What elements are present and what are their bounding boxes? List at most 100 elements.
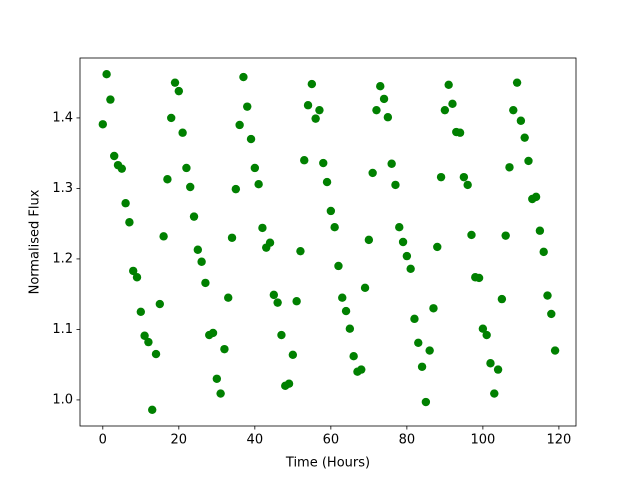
point — [414, 338, 423, 348]
y-tick-label: 1.2 — [52, 251, 73, 266]
point — [174, 86, 184, 96]
point — [212, 374, 222, 383]
point — [364, 235, 374, 245]
point — [421, 397, 431, 407]
point — [186, 182, 195, 192]
x-tick-label: 60 — [323, 433, 340, 448]
point — [159, 232, 168, 241]
point — [433, 242, 442, 252]
point — [132, 273, 142, 282]
point — [459, 172, 469, 182]
point — [235, 120, 244, 130]
point — [349, 352, 358, 361]
point — [368, 168, 377, 178]
x-tick-label: 80 — [399, 433, 416, 448]
point — [395, 222, 404, 232]
point — [140, 331, 149, 340]
point — [478, 324, 488, 333]
point — [129, 266, 138, 276]
point — [273, 298, 282, 307]
y-tick-label: 1.4 — [52, 110, 73, 125]
point — [239, 72, 248, 82]
point — [125, 218, 134, 227]
point — [372, 105, 381, 115]
point — [288, 350, 298, 359]
point — [148, 405, 157, 414]
point — [121, 199, 130, 208]
point — [440, 105, 450, 115]
point — [402, 251, 412, 261]
y-axis-label: Normalised Flux — [28, 189, 43, 294]
point — [182, 163, 191, 173]
x-tick-label: 120 — [546, 433, 571, 448]
point — [193, 245, 203, 254]
point — [516, 116, 526, 125]
point — [330, 222, 339, 232]
point — [220, 344, 229, 354]
point — [505, 163, 514, 172]
point — [357, 365, 366, 374]
point — [463, 180, 472, 190]
point — [117, 164, 127, 173]
point — [300, 156, 309, 165]
point — [106, 95, 115, 104]
point — [258, 223, 267, 233]
point — [539, 247, 548, 257]
point — [383, 113, 393, 122]
point — [531, 192, 541, 202]
point — [189, 212, 199, 221]
point — [398, 237, 408, 247]
x-axis-label: Time (Hours) — [285, 456, 370, 471]
x-tick-label: 20 — [171, 433, 188, 448]
point — [311, 114, 320, 123]
y-tick-label: 1.0 — [52, 392, 73, 407]
point — [243, 102, 252, 111]
point — [417, 362, 427, 371]
point — [379, 94, 389, 104]
point — [391, 180, 400, 190]
point — [509, 105, 518, 115]
point — [334, 261, 343, 271]
point — [467, 230, 476, 240]
x-tick-label: 40 — [247, 433, 264, 448]
point — [269, 290, 279, 300]
point — [429, 304, 438, 313]
point — [425, 346, 434, 355]
point — [322, 177, 332, 187]
point — [296, 246, 305, 256]
point — [155, 299, 165, 309]
point — [178, 128, 187, 137]
point — [303, 101, 313, 110]
point — [482, 330, 491, 340]
point — [543, 291, 552, 300]
point — [98, 120, 108, 129]
point — [110, 151, 119, 161]
point — [246, 134, 256, 144]
point — [231, 184, 241, 194]
point — [524, 156, 533, 166]
point — [163, 175, 172, 184]
point — [326, 206, 336, 216]
point — [102, 70, 111, 79]
point — [254, 179, 263, 189]
x-tick-label: 100 — [470, 433, 495, 448]
point — [338, 293, 347, 302]
point — [497, 294, 507, 304]
point — [360, 283, 370, 293]
point — [144, 337, 153, 347]
point — [474, 273, 484, 283]
point — [197, 257, 206, 266]
point — [208, 328, 218, 338]
point — [277, 330, 286, 340]
point — [512, 78, 522, 87]
point — [224, 293, 233, 302]
point — [550, 346, 560, 355]
point — [444, 80, 453, 89]
point — [455, 128, 465, 137]
point — [486, 359, 495, 368]
point — [201, 278, 210, 288]
point — [265, 238, 275, 247]
y-tick-label: 1.1 — [52, 322, 73, 337]
